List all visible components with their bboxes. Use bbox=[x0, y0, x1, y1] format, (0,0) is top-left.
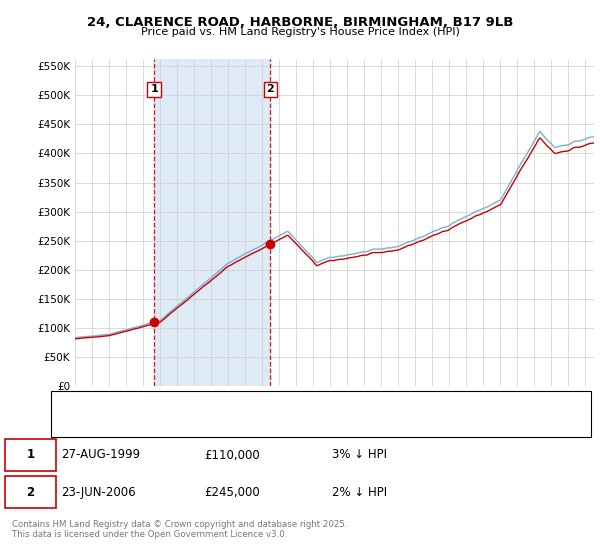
FancyBboxPatch shape bbox=[5, 439, 56, 471]
Text: 2% ↓ HPI: 2% ↓ HPI bbox=[332, 486, 387, 498]
Text: 3% ↓ HPI: 3% ↓ HPI bbox=[332, 449, 387, 461]
Text: 27-AUG-1999: 27-AUG-1999 bbox=[61, 449, 140, 461]
Text: 24, CLARENCE ROAD, HARBORNE, BIRMINGHAM, B17 9LB: 24, CLARENCE ROAD, HARBORNE, BIRMINGHAM,… bbox=[87, 16, 513, 29]
Text: Contains HM Land Registry data © Crown copyright and database right 2025.
This d: Contains HM Land Registry data © Crown c… bbox=[12, 520, 347, 539]
FancyBboxPatch shape bbox=[5, 476, 56, 508]
Text: £245,000: £245,000 bbox=[204, 486, 260, 498]
Text: Price paid vs. HM Land Registry's House Price Index (HPI): Price paid vs. HM Land Registry's House … bbox=[140, 27, 460, 37]
FancyBboxPatch shape bbox=[51, 391, 591, 437]
Text: 2: 2 bbox=[26, 486, 35, 498]
Bar bbox=[154, 59, 270, 386]
Text: HPI: Average price, detached house, Birmingham: HPI: Average price, detached house, Birm… bbox=[100, 419, 356, 429]
Text: 1: 1 bbox=[150, 85, 158, 95]
Text: 24, CLARENCE ROAD, HARBORNE, BIRMINGHAM, B17 9LB (detached house): 24, CLARENCE ROAD, HARBORNE, BIRMINGHAM,… bbox=[100, 399, 494, 409]
Text: 23-JUN-2006: 23-JUN-2006 bbox=[61, 486, 136, 498]
Text: £110,000: £110,000 bbox=[204, 449, 260, 461]
Text: 2: 2 bbox=[266, 85, 274, 95]
Text: 1: 1 bbox=[26, 449, 35, 461]
